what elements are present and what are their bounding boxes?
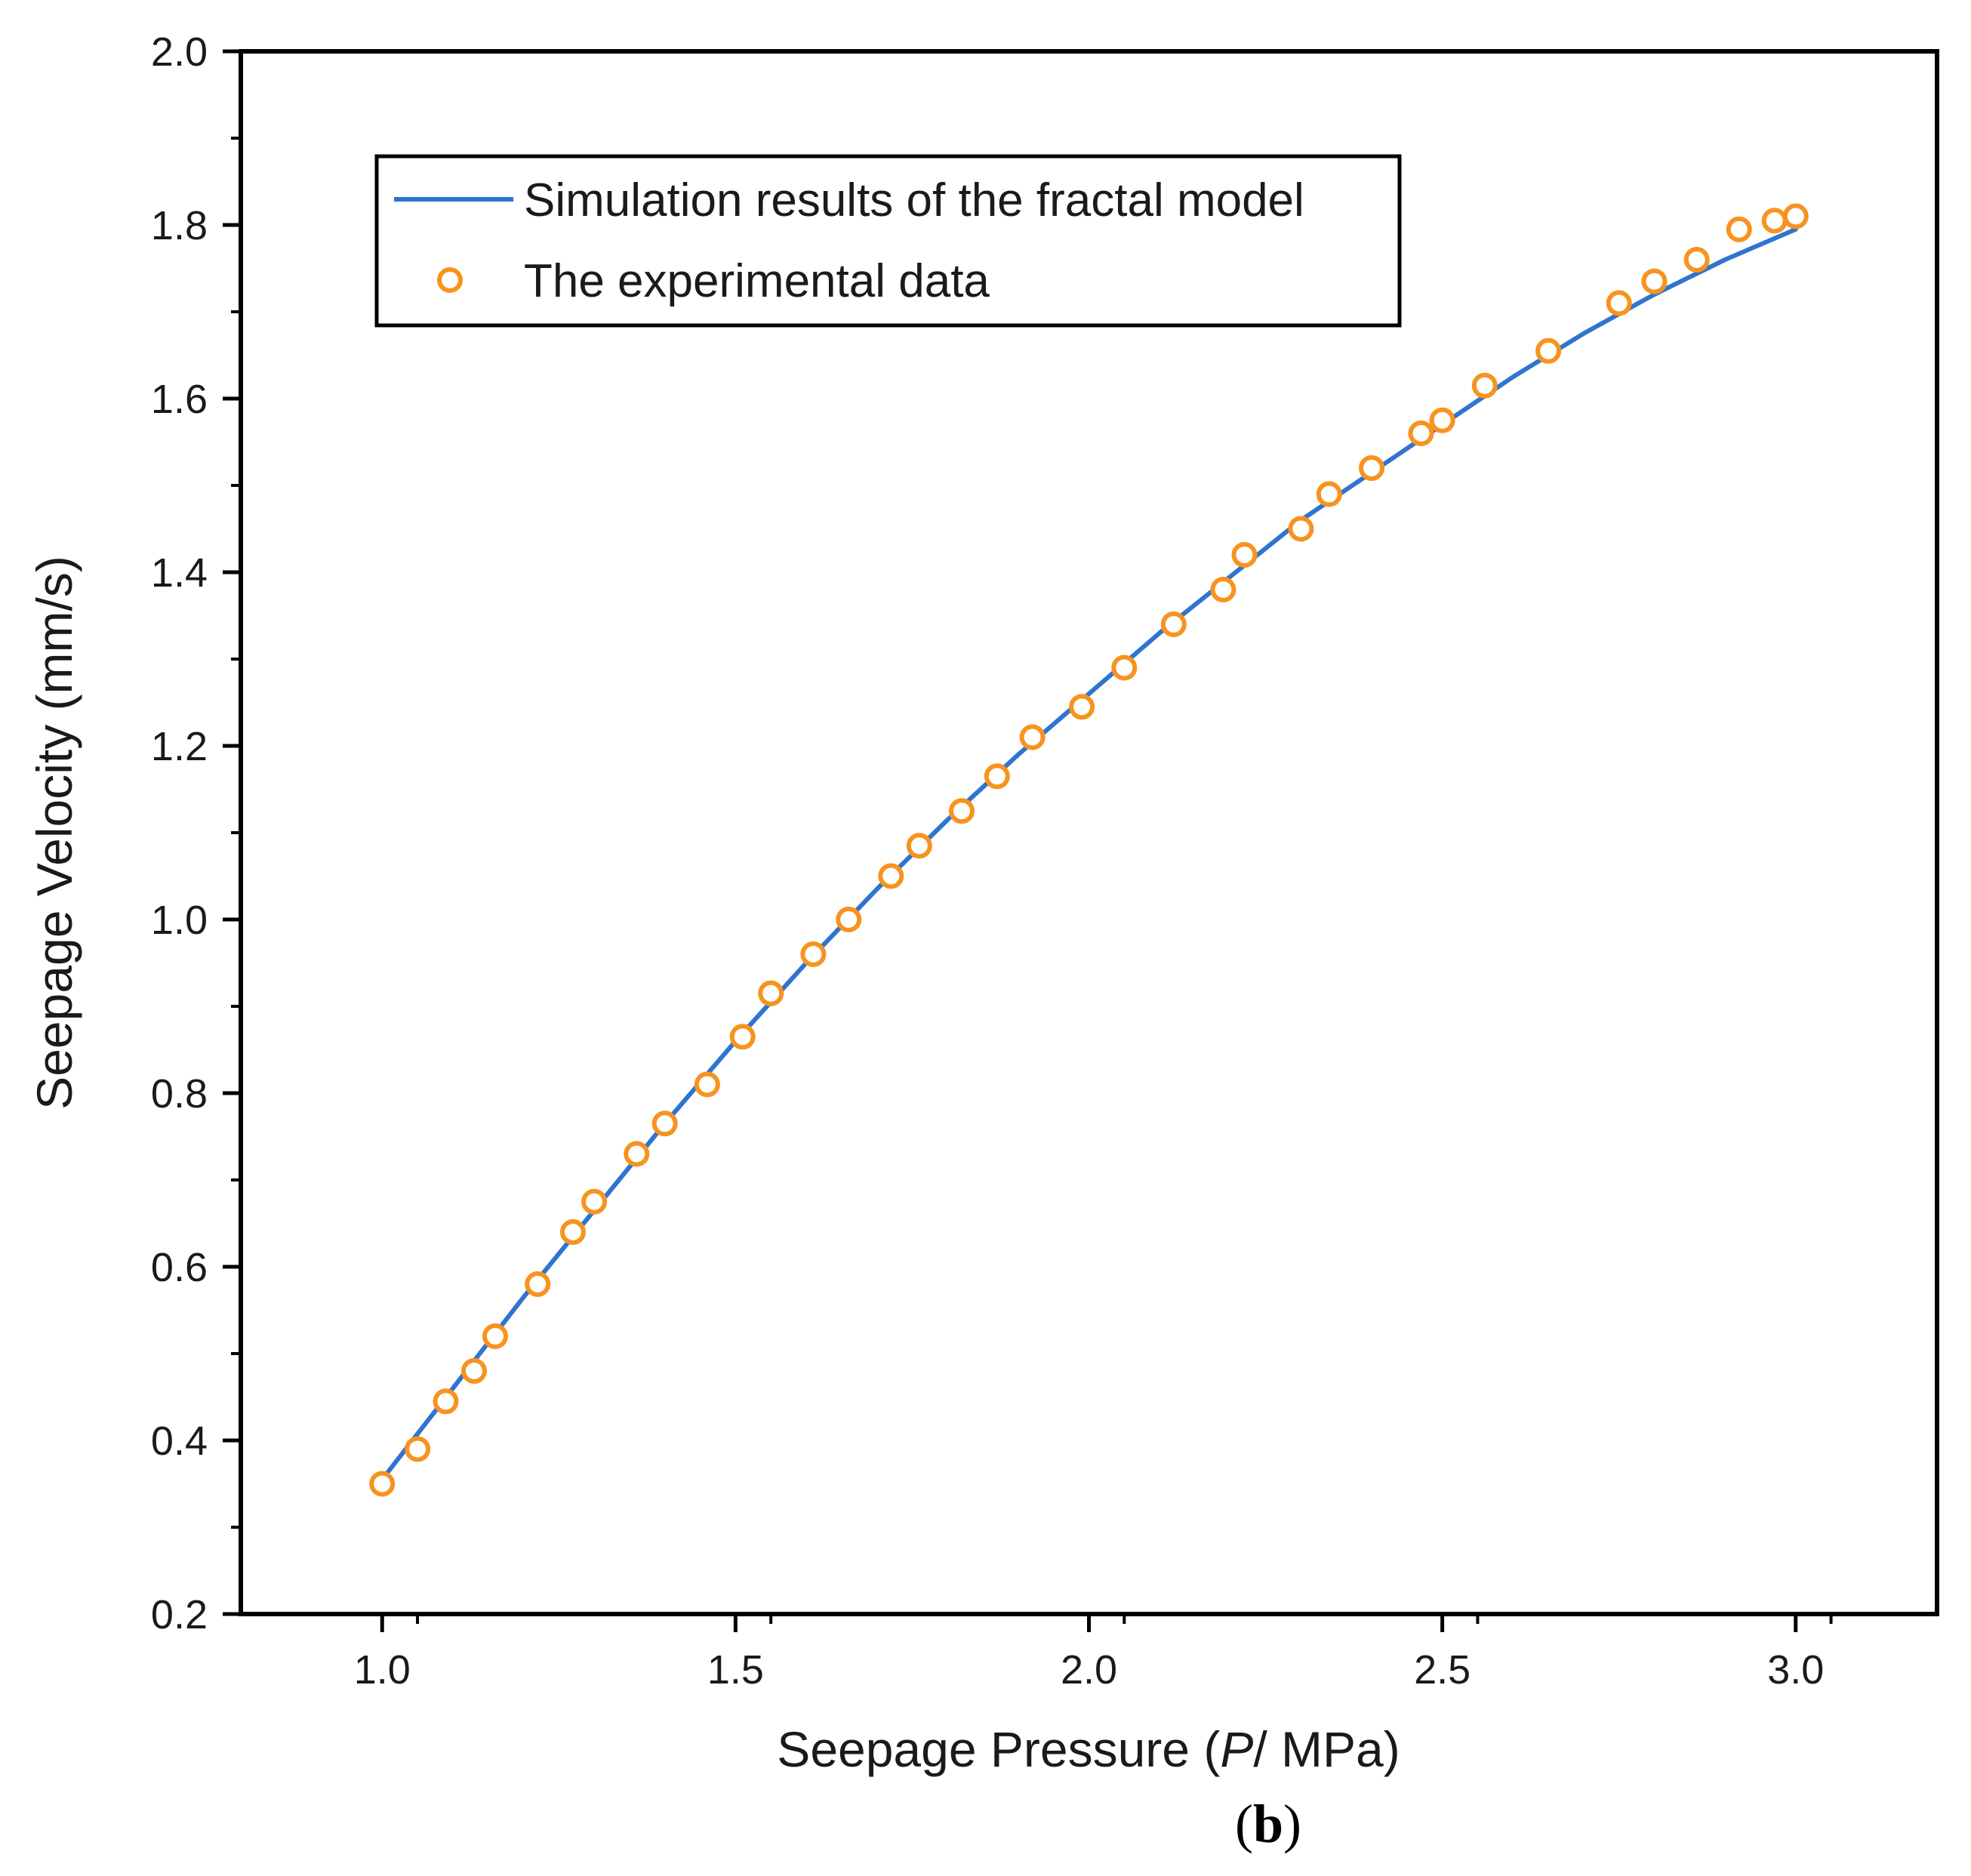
legend: Simulation results of the fractal model … <box>374 154 1402 328</box>
y-tick-label: 1.4 <box>151 550 208 596</box>
x-axis-title-variable: P <box>1220 1721 1253 1777</box>
experimental-point <box>369 1471 396 1497</box>
experimental-point <box>906 833 932 859</box>
y-tick-label: 2.0 <box>151 29 208 75</box>
experimental-point <box>624 1141 650 1167</box>
experimental-point <box>1761 208 1788 234</box>
legend-label-simulation: Simulation results of the fractal model <box>524 174 1304 226</box>
x-axis-title: Seepage Pressure (P/ MPa) <box>777 1721 1400 1777</box>
y-tick-label: 0.6 <box>151 1245 208 1290</box>
y-tick-label: 1.0 <box>151 898 208 943</box>
experimental-point <box>1231 542 1258 568</box>
x-tick-label: 3.0 <box>1767 1647 1824 1693</box>
experimental-point <box>1641 268 1668 294</box>
legend-label-experimental: The experimental data <box>524 255 990 307</box>
experimental-point <box>482 1323 508 1349</box>
panel-label-letter: b <box>1253 1794 1283 1854</box>
experimental-point <box>581 1188 608 1215</box>
y-tick-label: 0.8 <box>151 1071 208 1117</box>
plot-series <box>369 203 1809 1497</box>
experimental-point <box>1606 290 1632 316</box>
y-axis-title: Seepage Velocity (mm/s) <box>26 556 82 1110</box>
plot-frame <box>239 49 1939 1616</box>
experimental-point <box>525 1271 551 1297</box>
experimental-point <box>1726 216 1752 242</box>
experimental-point <box>694 1071 720 1098</box>
experimental-point <box>949 798 975 824</box>
experimental-point <box>836 907 862 932</box>
x-axis-title-prefix: Seepage Pressure ( <box>777 1721 1220 1777</box>
experimental-point <box>984 763 1010 790</box>
y-tick-label: 1.8 <box>151 203 208 248</box>
experimental-point <box>758 980 784 1006</box>
experimental-point <box>1429 407 1455 433</box>
experimental-point <box>1019 724 1046 750</box>
experimental-point <box>1111 655 1138 681</box>
x-axis-title-suffix: / MPa) <box>1253 1721 1400 1777</box>
panel-label: (b) <box>1235 1794 1301 1854</box>
experimental-point <box>1535 337 1562 364</box>
experimental-point <box>405 1436 431 1462</box>
y-tick-label: 0.2 <box>151 1592 208 1637</box>
experimental-point <box>1160 611 1187 637</box>
x-tick-label: 1.0 <box>354 1647 411 1693</box>
experimental-point <box>651 1111 678 1137</box>
experimental-point <box>1683 247 1710 273</box>
x-tick-label: 2.0 <box>1061 1647 1117 1693</box>
experimental-point <box>878 863 904 889</box>
experimental-point <box>461 1358 487 1384</box>
experimental-point <box>729 1024 756 1050</box>
y-tick-label: 1.2 <box>151 724 208 769</box>
experimental-point <box>1359 455 1384 481</box>
experimental-point <box>560 1219 586 1245</box>
x-tick-label: 2.5 <box>1414 1647 1471 1693</box>
legend-marker-swatch <box>437 267 463 293</box>
y-tick-label: 1.6 <box>151 377 208 422</box>
y-tick-label: 0.4 <box>151 1419 208 1464</box>
experimental-point <box>1069 694 1095 720</box>
experimental-point <box>1782 203 1809 229</box>
experimental-point <box>1210 577 1236 602</box>
experimental-point <box>800 941 827 967</box>
experimental-point <box>1408 420 1434 446</box>
experimental-point <box>433 1388 459 1415</box>
experimental-point <box>1288 516 1314 542</box>
axis-ticks: 1.0 1.5 2.0 2.5 3.0 0.2 0.4 0.6 0.8 1.0 1.2 1.4 1.6 1… <box>151 29 1833 1693</box>
legend-box <box>374 154 1402 328</box>
experimental-point <box>1471 372 1498 399</box>
x-tick-label: 1.5 <box>707 1647 764 1693</box>
experimental-point <box>1316 481 1342 507</box>
